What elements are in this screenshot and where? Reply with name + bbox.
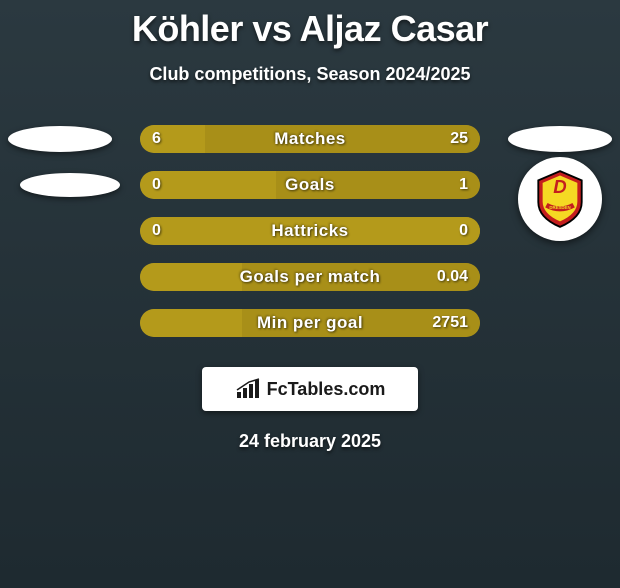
- row-goals: 0 Goals 1 D DRESDEN: [0, 171, 620, 199]
- row-min-per-goal: Min per goal 2751: [0, 309, 620, 337]
- brand-text: FcTables.com: [267, 379, 386, 400]
- date-text: 24 february 2025: [0, 431, 620, 452]
- bar-chart-icon: [235, 378, 261, 400]
- value-right: 0.04: [437, 263, 468, 291]
- bar-matches: 6 Matches 25: [140, 125, 480, 153]
- bar-goals: 0 Goals 1: [140, 171, 480, 199]
- stat-label: Min per goal: [140, 309, 480, 337]
- row-matches: 6 Matches 25: [0, 125, 620, 153]
- brand-badge: FcTables.com: [202, 367, 418, 411]
- svg-text:DRESDEN: DRESDEN: [549, 205, 570, 210]
- svg-text:D: D: [553, 176, 566, 197]
- bar-mpg: Min per goal 2751: [140, 309, 480, 337]
- bar-hattricks: 0 Hattricks 0: [140, 217, 480, 245]
- value-right: 0: [459, 217, 468, 245]
- left-club-placeholder: [8, 126, 112, 152]
- subtitle: Club competitions, Season 2024/2025: [0, 64, 620, 85]
- bar-gpm: Goals per match 0.04: [140, 263, 480, 291]
- value-right: 2751: [432, 309, 468, 337]
- page-title: Köhler vs Aljaz Casar: [0, 8, 620, 50]
- value-right: 25: [450, 125, 468, 153]
- stat-label: Hattricks: [140, 217, 480, 245]
- left-club-placeholder-2: [20, 173, 120, 197]
- value-right: 1: [459, 171, 468, 199]
- row-goals-per-match: Goals per match 0.04: [0, 263, 620, 291]
- stat-label: Goals per match: [140, 263, 480, 291]
- comparison-rows: 6 Matches 25 0 Goals 1 D DRESDEN: [0, 125, 620, 337]
- right-club-placeholder: [508, 126, 612, 152]
- row-hattricks: 0 Hattricks 0: [0, 217, 620, 245]
- stat-label: Goals: [140, 171, 480, 199]
- stat-label: Matches: [140, 125, 480, 153]
